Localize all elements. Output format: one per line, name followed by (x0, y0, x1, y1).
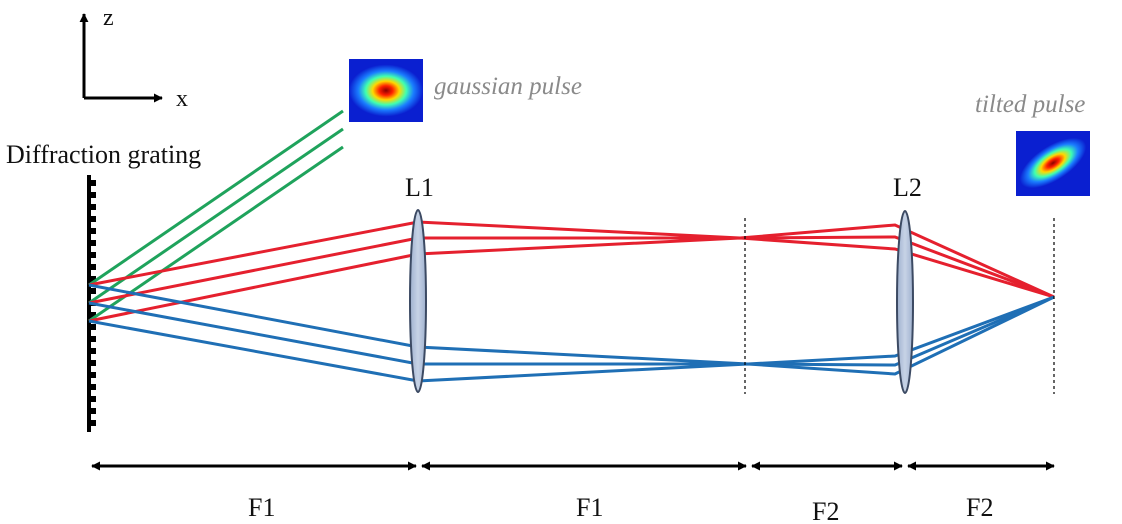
lens-l1-label: L1 (405, 173, 434, 202)
gaussian-pulse-label: gaussian pulse (434, 73, 582, 100)
diffraction-grating: Diffraction grating (6, 140, 201, 432)
grating-teeth (89, 180, 96, 426)
x-axis-label: x (176, 86, 188, 112)
grating-tooth (89, 360, 96, 366)
tilted-pulse-spot (1019, 137, 1087, 189)
lens-l1-shape (409, 209, 427, 393)
gaussian-pulse-spot (349, 64, 423, 117)
distance-label-f1-second: F1 (576, 493, 603, 522)
axes-indicator: z x (79, 5, 188, 112)
grating-tooth (89, 216, 96, 222)
grating-tooth (89, 240, 96, 246)
grating-label: Diffraction grating (6, 140, 201, 169)
grating-tooth (89, 324, 96, 330)
distance-label-f2-first: F2 (812, 497, 839, 524)
blue-beam (88, 295, 1055, 383)
lens-l2: L2 (893, 173, 922, 394)
focal-planes (744, 218, 1055, 394)
red-beam-group (88, 220, 1055, 323)
grating-tooth (89, 348, 96, 354)
grating-tooth (89, 276, 96, 282)
incident-beam (88, 127, 344, 305)
grating-tooth (89, 396, 96, 402)
grating-tooth (89, 288, 96, 294)
tilted-pulse-inset: tilted pulse (975, 91, 1090, 196)
grating-tooth (89, 372, 96, 378)
grating-tooth (89, 420, 96, 426)
distance-label-f2-second: F2 (966, 493, 993, 522)
gaussian-pulse-inset: gaussian pulse (349, 59, 582, 122)
grating-tooth (89, 312, 96, 318)
grating-tooth (89, 408, 96, 414)
tilted-pulse-label: tilted pulse (975, 91, 1085, 118)
grating-tooth (89, 228, 96, 234)
grating-tooth (89, 264, 96, 270)
grating-tooth (89, 384, 96, 390)
grating-tooth (89, 180, 96, 186)
blue-beam-group (88, 283, 1055, 383)
lens-l1: L1 (405, 173, 434, 393)
lens-l2-label: L2 (893, 173, 922, 202)
grating-tooth (89, 204, 96, 210)
grating-tooth (89, 192, 96, 198)
z-axis-label: z (103, 5, 114, 31)
red-beam (88, 236, 1055, 323)
distance-labels: F1 F1 F2 F2 (248, 493, 993, 524)
incident-beam (88, 109, 344, 287)
grating-tooth (89, 252, 96, 258)
distance-label-f1-first: F1 (248, 493, 275, 522)
grating-tooth (89, 336, 96, 342)
lens-l2-shape (896, 210, 914, 394)
